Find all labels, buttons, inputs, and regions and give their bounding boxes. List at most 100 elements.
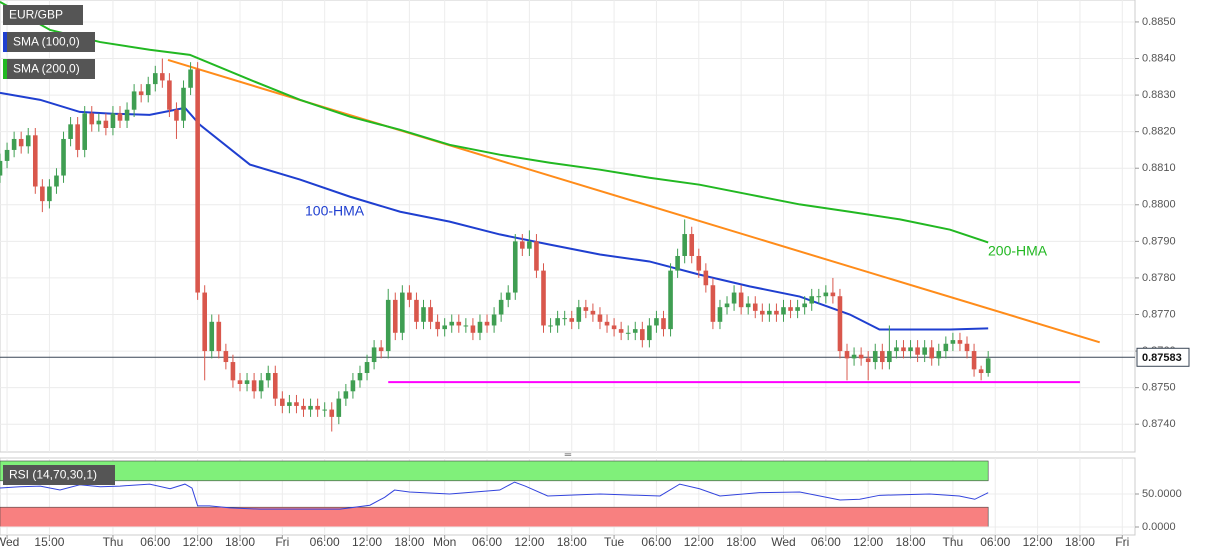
candle-body xyxy=(357,373,363,381)
series-label: 100-HMA xyxy=(305,203,365,219)
legend-label: SMA (200,0) xyxy=(13,62,80,76)
legend-box xyxy=(3,59,95,79)
candle-body xyxy=(936,351,942,359)
y-tick-label: 0.8820 xyxy=(1142,126,1176,138)
x-tick-label: 15:00 xyxy=(34,535,64,549)
candle-body xyxy=(767,310,772,315)
legend-box xyxy=(3,32,95,52)
candle-body xyxy=(752,303,758,311)
x-tick-label: 06:00 xyxy=(140,535,170,549)
candle-body xyxy=(11,138,17,150)
candle-body xyxy=(527,241,532,249)
x-tick-label: 12:00 xyxy=(514,535,544,549)
y-tick-label: 0.8740 xyxy=(1142,418,1176,430)
candle-body xyxy=(364,362,370,374)
x-tick-label: Tue xyxy=(604,535,625,549)
candle-body xyxy=(230,362,236,381)
candle-body xyxy=(520,241,525,249)
candle-body xyxy=(703,270,709,286)
candle-body xyxy=(611,325,617,330)
candle-body xyxy=(795,307,800,311)
candle-body xyxy=(421,307,426,322)
candle-body xyxy=(195,69,200,293)
candle-body xyxy=(491,314,497,326)
candle-body xyxy=(68,124,73,139)
y-tick-label: 50.0000 xyxy=(1142,488,1182,500)
candle-body xyxy=(710,285,716,322)
axes: Wed 15:00 Thu 06:00 12:00 18:00 Fri 06:00 12:00 1… xyxy=(0,16,1190,549)
candle-body xyxy=(675,255,680,271)
candle-body xyxy=(343,391,349,399)
y-tick-label: 0.8830 xyxy=(1142,89,1176,101)
x-tick-label: 06:00 xyxy=(811,535,841,549)
candle-body xyxy=(82,113,88,150)
candle-body xyxy=(287,402,292,406)
title-box xyxy=(3,5,83,25)
candle-body xyxy=(512,241,518,293)
candle-body xyxy=(576,307,582,322)
panel-divider: ═ xyxy=(564,449,572,459)
candle-body xyxy=(378,347,384,352)
x-tick-label: 18:00 xyxy=(896,535,926,549)
candle-body xyxy=(880,351,885,363)
y-tick-label: 0.8780 xyxy=(1142,272,1176,284)
rsi-band xyxy=(0,460,989,482)
y-tick-label: 0.0000 xyxy=(1142,521,1176,533)
candle-body xyxy=(181,87,186,121)
y-tick-label: 0.8800 xyxy=(1142,199,1176,211)
y-tick-label: 0.8750 xyxy=(1142,382,1176,394)
x-tick-label: Thu xyxy=(943,535,964,549)
candle-body xyxy=(781,307,786,315)
x-tick-label: 12:00 xyxy=(853,535,883,549)
candle-body xyxy=(654,318,659,326)
y-tick-label: 0.8850 xyxy=(1142,16,1176,28)
series-label: 200-HMA xyxy=(988,243,1048,259)
x-tick-label: 12:00 xyxy=(352,535,382,549)
x-tick-label: Fri xyxy=(1115,535,1129,549)
candle-body xyxy=(251,380,257,392)
x-tick-label: Fri xyxy=(275,535,289,549)
candle-body xyxy=(809,296,815,304)
candle-body xyxy=(541,270,546,326)
candle-body xyxy=(823,292,829,297)
candle-body xyxy=(202,292,207,352)
x-tick-label: 06:00 xyxy=(310,535,340,549)
candle-body xyxy=(731,292,737,304)
candle-body xyxy=(209,321,215,352)
candle-body xyxy=(555,318,560,326)
candle-body xyxy=(837,296,843,352)
x-tick-label: Wed xyxy=(771,535,795,549)
candle-body xyxy=(124,109,130,121)
rsi-title-box xyxy=(3,465,115,485)
candle-body xyxy=(971,351,977,370)
candle-body xyxy=(887,351,892,363)
candle-body xyxy=(498,299,504,315)
candle-body xyxy=(505,292,511,300)
x-tick-label: 18:00 xyxy=(1065,535,1095,549)
x-tick-label: 12:00 xyxy=(684,535,714,549)
moving-average xyxy=(0,0,989,244)
candle-body xyxy=(152,73,158,85)
candle-body xyxy=(957,340,963,344)
candle-body xyxy=(689,234,695,256)
candle-body xyxy=(647,325,652,341)
candle-body xyxy=(371,347,377,363)
candle-body xyxy=(774,310,779,315)
candle-body xyxy=(315,405,320,410)
candle-body xyxy=(244,380,250,384)
legend-label: SMA (100,0) xyxy=(13,35,80,49)
candle-body xyxy=(788,307,793,311)
y-tick-label: 0.8810 xyxy=(1142,162,1176,174)
candle-body xyxy=(103,120,109,128)
candle-body xyxy=(590,310,596,315)
y-tick-label: 0.8790 xyxy=(1142,235,1176,247)
candle-body xyxy=(308,405,313,410)
candle-body xyxy=(272,373,278,399)
candle-body xyxy=(929,347,935,359)
candle-body xyxy=(760,310,765,315)
candle-body xyxy=(724,303,730,308)
chart-title: EUR/GBP xyxy=(9,8,63,22)
y-tick-label: 0.8770 xyxy=(1142,308,1176,320)
candle-body xyxy=(858,354,864,359)
